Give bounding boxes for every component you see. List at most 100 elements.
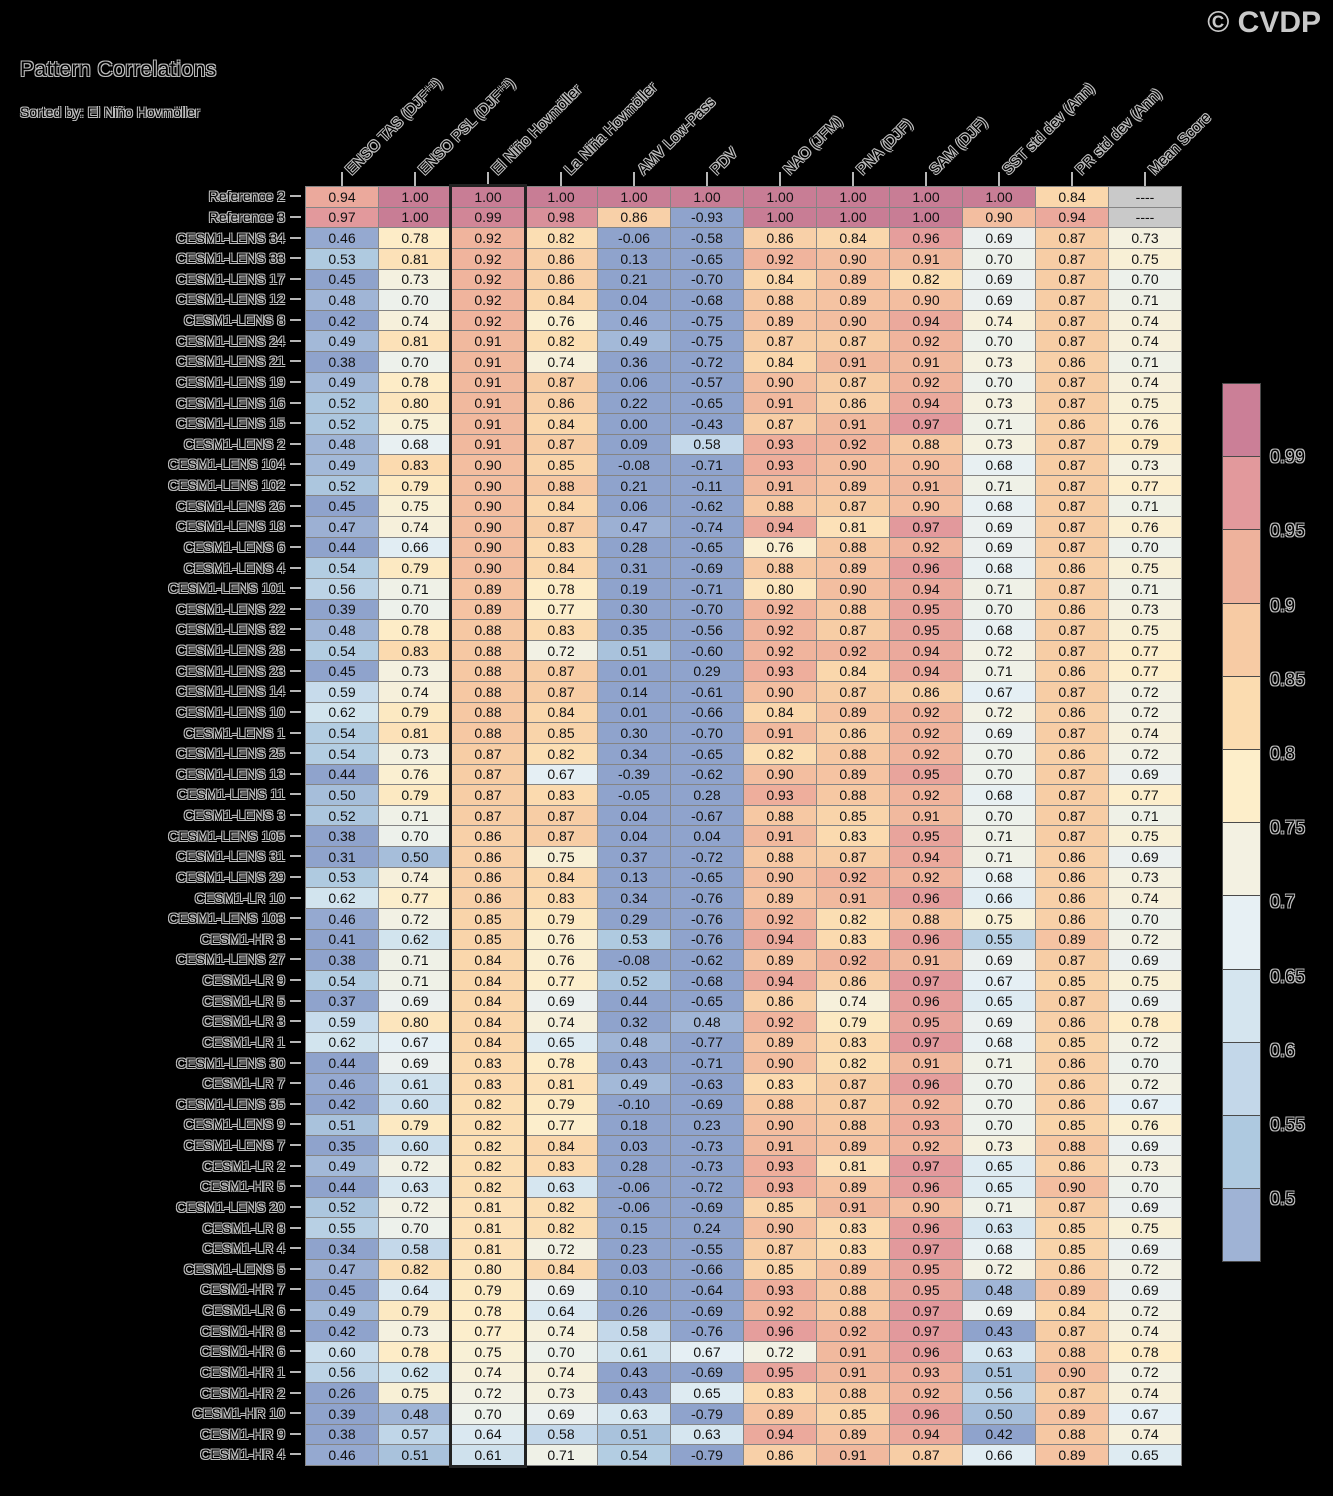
heatmap-cell: 1.00 bbox=[963, 187, 1036, 208]
heatmap-cell: 0.06 bbox=[598, 496, 671, 517]
heatmap-cell: 0.94 bbox=[890, 847, 963, 868]
heatmap-cell: 0.69 bbox=[963, 228, 1036, 249]
heatmap-cell: 0.83 bbox=[452, 1073, 525, 1095]
heatmap-cell: 0.49 bbox=[598, 1073, 671, 1095]
heatmap-cell: 0.50 bbox=[379, 847, 452, 868]
heatmap-cell: 0.70 bbox=[1109, 1053, 1182, 1074]
heatmap-cell: -0.62 bbox=[671, 950, 744, 971]
heatmap-cell: 0.92 bbox=[452, 248, 525, 270]
heatmap-cell: 0.91 bbox=[817, 1342, 890, 1363]
heatmap-cell: -0.75 bbox=[671, 310, 744, 332]
heatmap-cell: 0.93 bbox=[744, 785, 817, 806]
heatmap-cell: 0.87 bbox=[1036, 640, 1109, 662]
heatmap-cell: 0.72 bbox=[525, 1238, 598, 1260]
heatmap-cell: 0.74 bbox=[1109, 331, 1182, 352]
heatmap-cell: 0.72 bbox=[379, 1197, 452, 1219]
heatmap-cell: 0.38 bbox=[306, 950, 379, 971]
heatmap-cell: 0.89 bbox=[744, 1032, 817, 1054]
heatmap-cell: 0.82 bbox=[452, 1177, 525, 1198]
heatmap-cell: 0.86 bbox=[890, 682, 963, 703]
heatmap-cell: 0.72 bbox=[963, 640, 1036, 662]
row-tick-mark bbox=[290, 587, 301, 590]
heatmap-cell: -0.63 bbox=[671, 1073, 744, 1095]
row-label: CESM1-LR 5 bbox=[202, 992, 285, 1009]
heatmap-cell: 0.91 bbox=[452, 331, 525, 352]
legend-block bbox=[1222, 1188, 1261, 1263]
row-tick-mark bbox=[290, 896, 301, 899]
legend-label: 0.65 bbox=[1270, 966, 1306, 987]
heatmap-cell: 0.86 bbox=[452, 888, 525, 909]
row-label: CESM1-HR 7 bbox=[200, 1281, 285, 1298]
heatmap-cell: 0.92 bbox=[744, 640, 817, 662]
heatmap-cell: 0.92 bbox=[890, 372, 963, 394]
heatmap-cell: -0.65 bbox=[671, 743, 744, 765]
row-label: CESM1-LENS 14 bbox=[176, 683, 285, 700]
heatmap-cell: 0.95 bbox=[890, 1012, 963, 1033]
heatmap-cell: 0.91 bbox=[452, 372, 525, 394]
heatmap-cell: 0.85 bbox=[452, 929, 525, 951]
heatmap-cell: 0.34 bbox=[598, 743, 671, 765]
legend-block bbox=[1222, 748, 1261, 824]
heatmap-cell: 0.70 bbox=[963, 1073, 1036, 1095]
heatmap-cell: 0.96 bbox=[890, 1403, 963, 1425]
heatmap-cell: 0.90 bbox=[452, 496, 525, 517]
heatmap-cell: 0.76 bbox=[1109, 1115, 1182, 1136]
heatmap-cell: 0.84 bbox=[452, 991, 525, 1012]
heatmap-cell: 0.43 bbox=[598, 1383, 671, 1404]
heatmap-cell: 0.59 bbox=[306, 1012, 379, 1033]
heatmap-cell: 0.38 bbox=[306, 826, 379, 847]
heatmap-cell: 0.86 bbox=[525, 393, 598, 414]
heatmap-cell: 0.35 bbox=[306, 1135, 379, 1157]
heatmap-cell: 0.93 bbox=[744, 455, 817, 476]
row-tick-mark bbox=[290, 1288, 301, 1291]
heatmap-cell: 0.30 bbox=[598, 723, 671, 744]
row-label: CESM1-LENS 104 bbox=[168, 456, 285, 473]
heatmap-cell: 0.87 bbox=[817, 682, 890, 703]
heatmap-cell: -0.10 bbox=[598, 1094, 671, 1116]
heatmap-cell: 0.64 bbox=[452, 1424, 525, 1446]
heatmap-cell: 0.86 bbox=[1036, 558, 1109, 579]
row-tick-mark bbox=[290, 731, 301, 734]
heatmap-cell: 0.54 bbox=[306, 723, 379, 744]
heatmap-cell: 0.83 bbox=[744, 1383, 817, 1404]
heatmap-cell: 0.87 bbox=[1036, 1321, 1109, 1342]
heatmap-cell: 0.88 bbox=[744, 558, 817, 579]
heatmap-cell: 0.78 bbox=[379, 228, 452, 249]
heatmap-cell: 0.87 bbox=[744, 331, 817, 352]
row-label: CESM1-LENS 20 bbox=[176, 1198, 285, 1215]
heatmap-cell: 0.76 bbox=[525, 950, 598, 971]
heatmap-cell: 0.88 bbox=[890, 434, 963, 456]
heatmap-cell: 0.90 bbox=[452, 455, 525, 476]
heatmap-cell: 0.93 bbox=[744, 1156, 817, 1177]
heatmap-cell: 0.89 bbox=[817, 1424, 890, 1446]
heatmap-cell: 0.87 bbox=[1036, 290, 1109, 311]
heatmap-cell: 0.72 bbox=[452, 1383, 525, 1404]
heatmap-cell: 0.73 bbox=[1109, 1156, 1182, 1177]
heatmap-cell: 0.37 bbox=[306, 991, 379, 1012]
heatmap-cell: 0.58 bbox=[598, 1321, 671, 1342]
heatmap-cell: 0.75 bbox=[452, 1342, 525, 1363]
heatmap-cell: 0.61 bbox=[379, 1073, 452, 1095]
heatmap-cell: 0.95 bbox=[744, 1362, 817, 1384]
heatmap-cell: 0.74 bbox=[817, 991, 890, 1012]
heatmap-cell: 0.85 bbox=[525, 455, 598, 476]
heatmap-cell: 0.68 bbox=[963, 558, 1036, 579]
heatmap-cell: 0.89 bbox=[817, 269, 890, 291]
sort-subtitle: Sorted by: El Niño Hovmöller bbox=[20, 104, 200, 120]
heatmap-cell: 0.87 bbox=[1036, 991, 1109, 1012]
heatmap-cell: 0.89 bbox=[744, 950, 817, 971]
row-tick-mark bbox=[290, 1329, 301, 1332]
heatmap-cell: 0.48 bbox=[379, 1403, 452, 1425]
heatmap-cell: 0.84 bbox=[452, 1032, 525, 1054]
row-tick-mark bbox=[290, 442, 301, 445]
heatmap-cell: 0.84 bbox=[817, 228, 890, 249]
heatmap-cell: 0.98 bbox=[525, 207, 598, 229]
heatmap-cell: 0.63 bbox=[963, 1342, 1036, 1363]
heatmap-cell: 0.69 bbox=[1109, 847, 1182, 868]
heatmap-cell: 0.83 bbox=[817, 1238, 890, 1260]
heatmap-cell: 0.55 bbox=[963, 929, 1036, 951]
heatmap-cell: 0.39 bbox=[306, 599, 379, 621]
heatmap-cell: 0.92 bbox=[744, 908, 817, 930]
heatmap-cell: 0.53 bbox=[306, 248, 379, 270]
color-legend bbox=[1222, 383, 1261, 1263]
